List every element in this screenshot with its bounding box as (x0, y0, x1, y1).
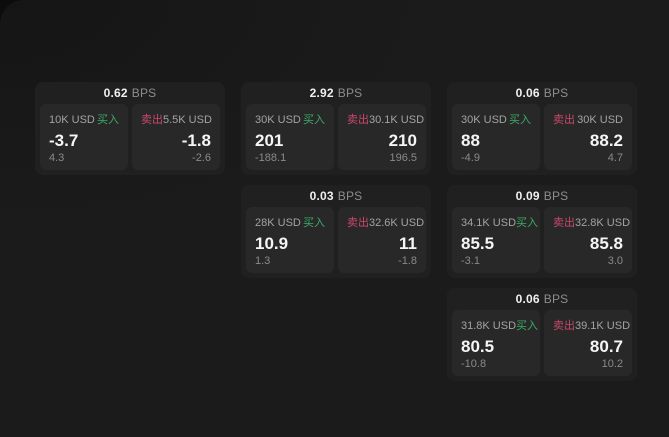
sell-price: 88.2 (589, 130, 623, 150)
sell-panel[interactable]: 卖出 30.1K USD 210 196.5 (338, 104, 426, 170)
bps-value: 2.92 (309, 86, 334, 100)
buy-side-label: 买入 (509, 114, 531, 126)
sell-price: 11 (399, 233, 417, 253)
buy-notional: 30K USD (461, 114, 507, 126)
sell-notional: 39.1K USD (575, 320, 631, 332)
buy-notional: 28K USD (255, 217, 301, 229)
quote-card: 0.03 BPS 28K USD 买入 10.9 1.3 卖出 32.6K US… (241, 185, 431, 278)
sell-side-label: 卖出 (347, 217, 369, 229)
bps-value: 0.09 (515, 189, 540, 203)
bps-value: 0.06 (515, 292, 540, 306)
buy-price: 88 (461, 130, 480, 150)
buy-side-label: 买入 (97, 114, 119, 126)
sell-panel[interactable]: 卖出 39.1K USD 80.7 10.2 (544, 310, 632, 376)
sell-delta: 196.5 (389, 152, 417, 164)
sell-price: 80.7 (589, 336, 623, 356)
buy-notional: 30K USD (255, 114, 301, 126)
bps-unit: BPS (543, 292, 569, 306)
buy-delta: -3.1 (461, 255, 480, 267)
buy-panel[interactable]: 31.8K USD 买入 80.5 -10.8 (452, 310, 540, 376)
quote-body: 30K USD 买入 201 -188.1 卖出 30.1K USD 210 1… (241, 104, 431, 175)
sell-price: 210 (388, 130, 417, 150)
sell-panel[interactable]: 卖出 30K USD 88.2 4.7 (544, 104, 632, 170)
sell-notional: 32.8K USD (575, 217, 631, 229)
bps-value: 0.06 (515, 86, 540, 100)
quote-card: 0.62 BPS 10K USD 买入 -3.7 4.3 卖出 5.5K USD (35, 82, 225, 175)
sell-price: 85.8 (589, 233, 623, 253)
buy-notional: 31.8K USD (461, 320, 517, 332)
buy-panel[interactable]: 30K USD 买入 88 -4.9 (452, 104, 540, 170)
bps-header: 0.62 BPS (35, 82, 225, 104)
quote-card: 0.06 BPS 31.8K USD 买入 80.5 -10.8 卖出 39.1… (447, 288, 637, 381)
buy-delta: -10.8 (461, 358, 487, 370)
buy-panel[interactable]: 30K USD 买入 201 -188.1 (246, 104, 334, 170)
bps-value: 0.62 (103, 86, 128, 100)
buy-panel[interactable]: 10K USD 买入 -3.7 4.3 (40, 104, 128, 170)
sell-delta: 4.7 (607, 152, 623, 164)
sell-panel[interactable]: 卖出 5.5K USD -1.8 -2.6 (132, 104, 220, 170)
sell-notional: 30.1K USD (369, 114, 425, 126)
quote-body: 10K USD 买入 -3.7 4.3 卖出 5.5K USD -1.8 -2.… (35, 104, 225, 175)
bps-header: 0.03 BPS (241, 185, 431, 207)
quote-body: 28K USD 买入 10.9 1.3 卖出 32.6K USD 11 -1.8 (241, 207, 431, 278)
bps-value: 0.03 (309, 189, 334, 203)
sell-price: -1.8 (181, 130, 211, 150)
buy-panel[interactable]: 34.1K USD 买入 85.5 -3.1 (452, 207, 540, 273)
buy-price: 80.5 (461, 336, 495, 356)
bps-header: 0.06 BPS (447, 82, 637, 104)
quote-body: 34.1K USD 买入 85.5 -3.1 卖出 32.8K USD 85.8… (447, 207, 637, 278)
buy-panel[interactable]: 28K USD 买入 10.9 1.3 (246, 207, 334, 273)
quote-body: 31.8K USD 买入 80.5 -10.8 卖出 39.1K USD 80.… (447, 310, 637, 381)
buy-price: 201 (255, 130, 284, 150)
buy-price: 10.9 (255, 233, 289, 253)
sell-side-label: 卖出 (553, 114, 575, 126)
sell-delta: 10.2 (601, 358, 623, 370)
sell-notional: 32.6K USD (369, 217, 425, 229)
quote-body: 30K USD 买入 88 -4.9 卖出 30K USD 88.2 4.7 (447, 104, 637, 175)
sell-notional: 30K USD (577, 114, 623, 126)
quote-grid: 0.62 BPS 10K USD 买入 -3.7 4.3 卖出 5.5K USD (35, 82, 637, 381)
buy-price: 85.5 (461, 233, 495, 253)
sell-delta: 3.0 (607, 255, 623, 267)
buy-price: -3.7 (49, 130, 79, 150)
sell-panel[interactable]: 卖出 32.8K USD 85.8 3.0 (544, 207, 632, 273)
buy-notional: 34.1K USD (461, 217, 517, 229)
bps-header: 2.92 BPS (241, 82, 431, 104)
sell-panel[interactable]: 卖出 32.6K USD 11 -1.8 (338, 207, 426, 273)
quote-card: 0.09 BPS 34.1K USD 买入 85.5 -3.1 卖出 32.8K… (447, 185, 637, 278)
bps-unit: BPS (543, 86, 569, 100)
bps-unit: BPS (337, 86, 363, 100)
buy-delta: -188.1 (255, 152, 287, 164)
sell-side-label: 卖出 (347, 114, 369, 126)
buy-side-label: 买入 (516, 320, 539, 332)
buy-delta: 4.3 (49, 152, 65, 164)
buy-delta: -4.9 (461, 152, 480, 164)
bps-header: 0.06 BPS (447, 288, 637, 310)
bps-unit: BPS (337, 189, 363, 203)
bps-unit: BPS (131, 86, 157, 100)
quote-card: 0.06 BPS 30K USD 买入 88 -4.9 卖出 30K USD (447, 82, 637, 175)
sell-side-label: 卖出 (141, 114, 163, 126)
buy-side-label: 买入 (303, 114, 325, 126)
sell-delta: -1.8 (398, 255, 417, 267)
buy-notional: 10K USD (49, 114, 95, 126)
sell-notional: 5.5K USD (163, 114, 212, 126)
quote-card: 2.92 BPS 30K USD 买入 201 -188.1 卖出 30.1K … (241, 82, 431, 175)
buy-side-label: 买入 (516, 217, 539, 229)
sell-side-label: 卖出 (553, 217, 575, 229)
sell-delta: -2.6 (192, 152, 211, 164)
bps-header: 0.09 BPS (447, 185, 637, 207)
buy-side-label: 买入 (303, 217, 325, 229)
buy-delta: 1.3 (255, 255, 271, 267)
bps-unit: BPS (543, 189, 569, 203)
sell-side-label: 卖出 (553, 320, 575, 332)
